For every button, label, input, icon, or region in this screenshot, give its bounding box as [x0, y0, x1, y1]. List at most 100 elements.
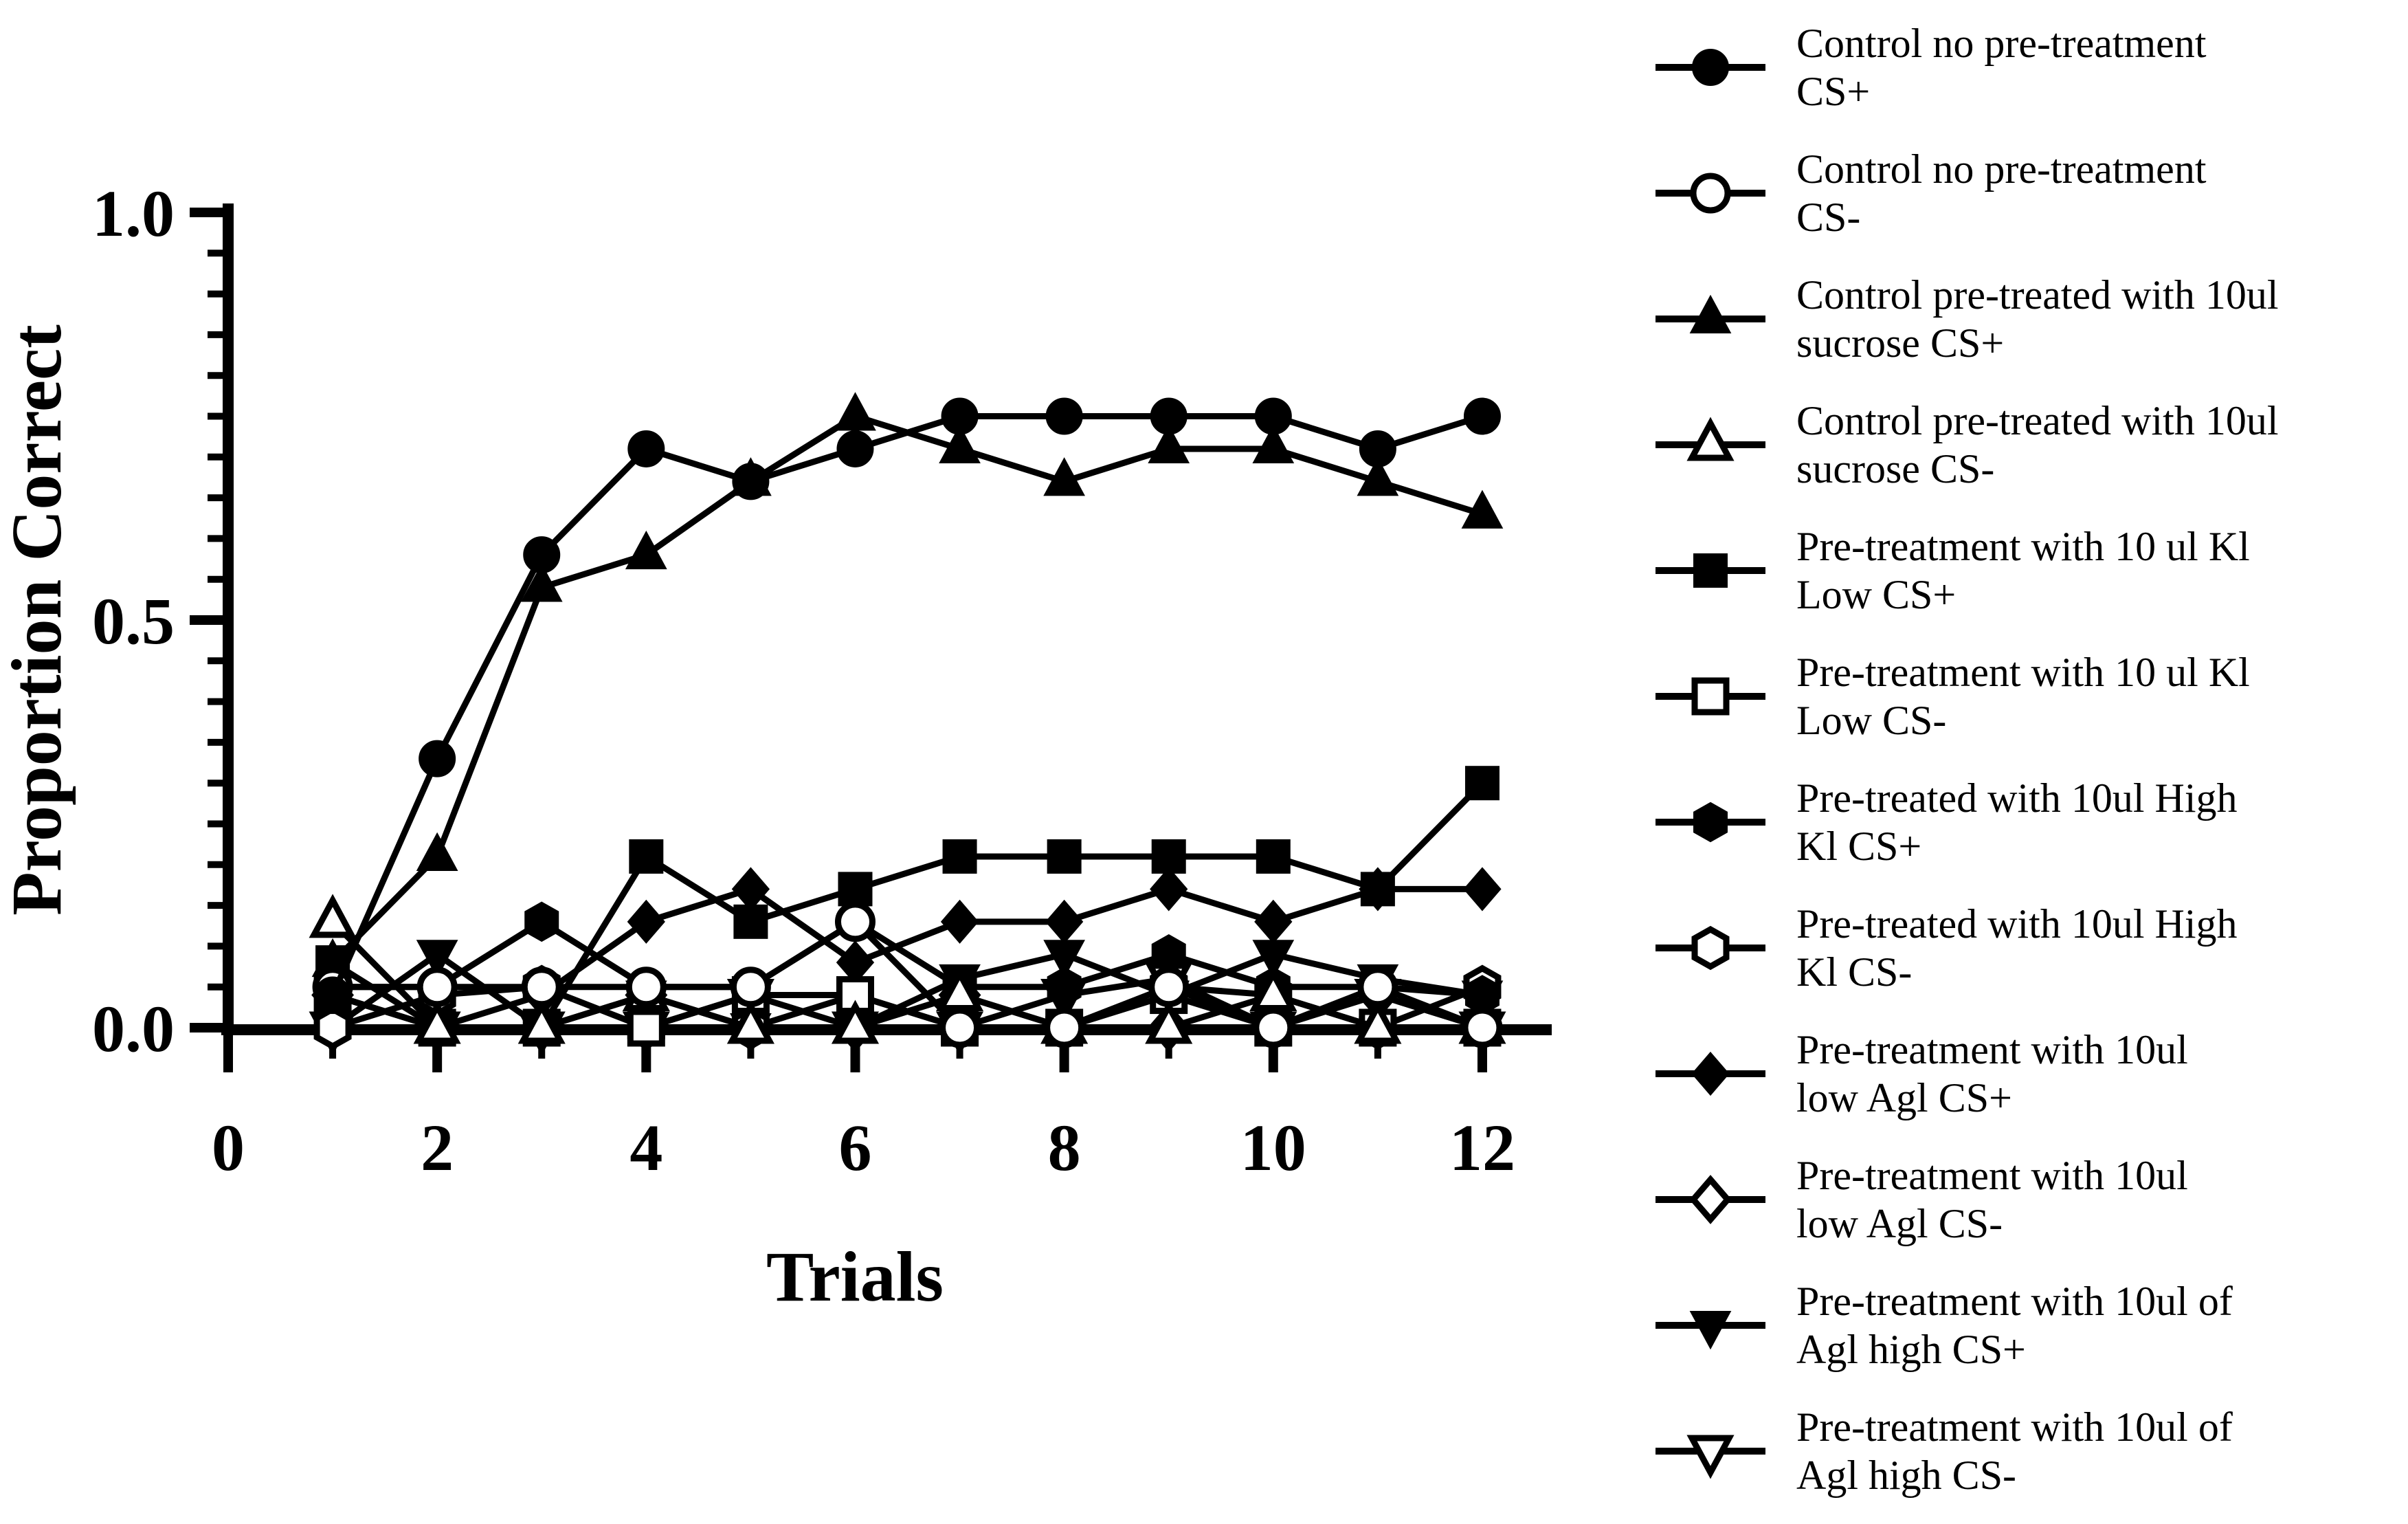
data-point-diamond-filled-marker-icon [1150, 867, 1188, 912]
legend-label: Control no pre-treatment CS+ [1796, 19, 2206, 115]
legend-label-line: Pre-treated with 10ul High [1796, 901, 2238, 947]
legend-swatch [1656, 925, 1765, 970]
legend-item-4: Control pre-treated with 10ul sucrose CS- [1652, 382, 2408, 507]
legend-triangle-up-open-marker-icon [1686, 417, 1735, 461]
series-circle-filled [314, 397, 1501, 1014]
data-point-triangle-up-filled-marker-icon [939, 424, 981, 463]
legend-triangle-down-open-marker-icon [1686, 1435, 1735, 1479]
legend-label-line: Pre-treatment with 10ul [1796, 1152, 2188, 1198]
data-point-circle-open-marker-icon [521, 967, 562, 1008]
legend-label-line: CS+ [1796, 68, 1871, 114]
data-point-square-filled-marker-icon [838, 872, 873, 907]
legend-label-line: Pre-treatment with 10ul [1796, 1026, 2188, 1072]
legend-label-line: CS- [1796, 194, 1861, 240]
legend: Control no pre-treatment CS+ Control no pr… [1652, 4, 2408, 1514]
legend-square-filled-marker-icon [1693, 553, 1728, 588]
legend-swatch [1656, 677, 1765, 715]
data-point-triangle-up-filled-marker-icon [416, 832, 458, 871]
series-line [330, 412, 1484, 965]
legend-label-line: Control no pre-treatment [1796, 146, 2207, 192]
legend-triangle-up-filled-marker-icon [1689, 294, 1732, 333]
legend-label: Pre-treated with 10ul High Kl CS- [1796, 900, 2238, 996]
legend-item-10: Pre-treatment with 10ul low Agl CS- [1652, 1136, 2408, 1262]
data-point-circle-filled-marker-icon [1045, 397, 1083, 435]
data-point-triangle-up-open-marker-icon [413, 1000, 461, 1044]
data-point-triangle-up-filled-marker-icon [1461, 489, 1504, 529]
series-circle-open [312, 901, 1503, 1048]
legend-swatch [1656, 553, 1765, 588]
legend-label-line: Kl CS+ [1796, 823, 1922, 869]
legend-label-line: Agl high CS- [1796, 1452, 2017, 1498]
legend-swatch [1656, 294, 1765, 333]
legend-label-line: Control no pre-treatment [1796, 20, 2207, 66]
legend-label: Pre-treatment with 10ul of Agl high CS+ [1796, 1277, 2233, 1373]
legend-label: Control pre-treated with 10ul sucrose CS+ [1796, 271, 2278, 367]
data-point-triangle-up-open-marker-icon [1354, 1000, 1402, 1044]
data-point-triangle-up-filled-marker-icon [1357, 457, 1399, 496]
data-point-circle-open-marker-icon [1148, 967, 1190, 1008]
data-point-circle-filled-marker-icon [941, 397, 979, 435]
legend-swatch [1656, 1051, 1765, 1096]
legend-label-line: sucrose CS- [1796, 445, 1995, 492]
legend-item-8: Pre-treated with 10ul High Kl CS- [1652, 885, 2408, 1011]
series-diamond-filled [313, 867, 1502, 1050]
legend-hexagon-filled-marker-icon [1693, 802, 1728, 842]
data-point-diamond-filled-marker-icon [940, 899, 979, 944]
x-tick-label: 12 [1449, 1111, 1515, 1184]
data-point-square-filled-marker-icon [629, 839, 664, 874]
legend-label-line: Pre-treated with 10ul High [1796, 775, 2238, 821]
data-point-square-filled-marker-icon [733, 904, 768, 939]
legend-triangle-down-filled-marker-icon [1689, 1310, 1732, 1349]
legend-label: Pre-treatment with 10 ul Kl Low CS- [1796, 648, 2250, 744]
y-tick-label: 0.5 [92, 584, 175, 658]
legend-hexagon-open-marker-icon [1691, 925, 1730, 970]
legend-item-9: Pre-treatment with 10ul low Agl CS+ [1652, 1011, 2408, 1136]
x-tick-label: 8 [1048, 1111, 1081, 1184]
data-point-circle-filled-marker-icon [836, 430, 874, 467]
legend-label-line: Pre-treatment with 10ul of [1796, 1404, 2233, 1450]
data-point-circle-filled-marker-icon [523, 536, 561, 574]
data-point-square-filled-marker-icon [1151, 839, 1186, 874]
data-point-triangle-down-filled-marker-icon [416, 940, 458, 979]
legend-label: Pre-treatment with 10ul low Agl CS+ [1796, 1026, 2188, 1122]
data-point-triangle-up-open-marker-icon [309, 894, 357, 938]
legend-swatch [1656, 48, 1765, 86]
x-tick-label: 10 [1240, 1111, 1306, 1184]
data-point-circle-open-marker-icon [939, 1007, 981, 1048]
data-point-triangle-up-filled-marker-icon [834, 392, 876, 431]
data-point-triangle-up-open-marker-icon [1145, 1000, 1193, 1044]
legend-swatch [1656, 173, 1765, 213]
legend-diamond-filled-marker-icon [1691, 1051, 1730, 1096]
legend-circle-filled-marker-icon [1692, 48, 1729, 86]
data-point-diamond-filled-marker-icon [627, 899, 665, 944]
series-triangle-up-filled [311, 392, 1504, 978]
legend-square-open-marker-icon [1691, 677, 1730, 715]
data-point-circle-filled-marker-icon [1359, 430, 1396, 467]
data-point-circle-filled-marker-icon [314, 976, 352, 1014]
legend-label-line: Low CS+ [1796, 571, 1957, 617]
y-axis-title: Proportion Correct [0, 324, 76, 916]
legend-item-6: Pre-treatment with 10 ul Kl Low CS- [1652, 633, 2408, 759]
data-point-circle-open-marker-icon [416, 967, 458, 1008]
data-point-diamond-filled-marker-icon [731, 867, 770, 912]
data-point-square-filled-marker-icon [1256, 839, 1291, 874]
data-point-circle-filled-marker-icon [627, 430, 665, 467]
legend-swatch [1656, 1435, 1765, 1479]
legend-label-line: Pre-treatment with 10ul of [1796, 1278, 2233, 1324]
data-point-triangle-up-filled-marker-icon [1252, 424, 1295, 463]
data-point-circle-filled-marker-icon [732, 463, 770, 500]
data-point-square-filled-marker-icon [1360, 872, 1395, 907]
data-point-diamond-filled-marker-icon [1045, 899, 1084, 944]
legend-item-2: Control no pre-treatment CS- [1652, 130, 2408, 256]
data-point-square-filled-marker-icon [1047, 839, 1082, 874]
legend-label-line: sucrose CS+ [1796, 320, 2005, 366]
legend-label-line: low Agl CS- [1796, 1200, 2003, 1246]
legend-swatch [1656, 802, 1765, 842]
legend-label: Control pre-treated with 10ul sucrose CS- [1796, 397, 2278, 493]
legend-label-line: Kl CS- [1796, 949, 1913, 995]
x-tick-label: 0 [212, 1111, 245, 1184]
data-point-circle-open-marker-icon [1253, 1007, 1294, 1048]
data-point-hexagon-open-marker-icon [313, 1005, 352, 1050]
data-point-circle-open-marker-icon [1044, 1007, 1085, 1048]
legend-item-3: Control pre-treated with 10ul sucrose CS+ [1652, 256, 2408, 382]
